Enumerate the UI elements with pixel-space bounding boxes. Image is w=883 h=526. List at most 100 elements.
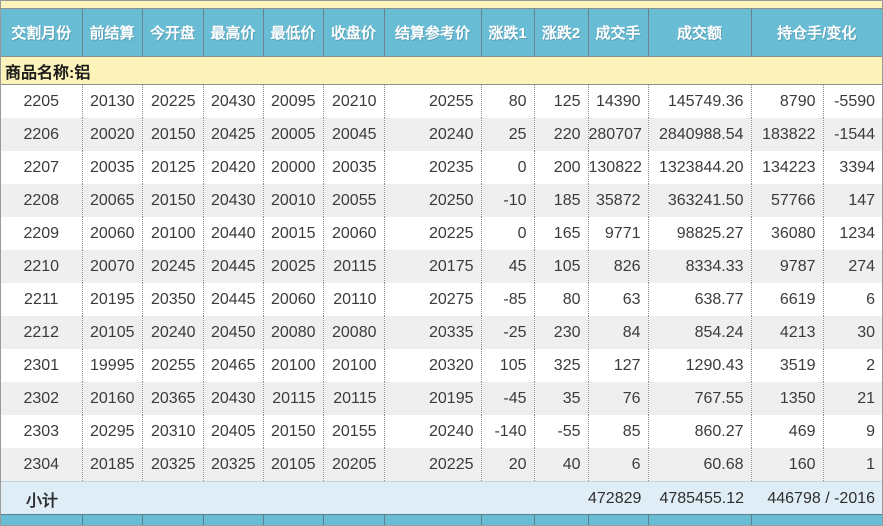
cell-change1: -85 bbox=[480, 283, 534, 316]
cell-high: 20325 bbox=[202, 448, 263, 482]
table-row: 2212 20105 20240 20450 20080 20080 20335 -25 230… bbox=[1, 316, 882, 349]
cell-delivery-month: 2206 bbox=[23, 125, 60, 143]
cell-change2: 35 bbox=[533, 382, 588, 415]
cell-delivery-month: 2209 bbox=[23, 224, 60, 242]
cell-open: 20100 bbox=[141, 217, 203, 250]
cell-turnover: 2840988.54 bbox=[647, 118, 751, 151]
cell-volume: 280707 bbox=[587, 118, 648, 151]
cell-change2: 185 bbox=[533, 184, 588, 217]
cell-delivery-month: 2211 bbox=[24, 290, 59, 308]
cell-open-interest: 36080 bbox=[750, 217, 823, 250]
cell-high: 20450 bbox=[202, 316, 263, 349]
cell-high: 20430 bbox=[202, 382, 263, 415]
commodity-name-label: 商品名称:铝 bbox=[1, 56, 882, 85]
cell-high: 20425 bbox=[202, 118, 263, 151]
cell-prev-settlement: 19995 bbox=[81, 349, 142, 382]
cell-open: 20255 bbox=[141, 349, 203, 382]
table-row: 2303 20295 20310 20405 20150 20155 20240 -140 -5… bbox=[1, 415, 882, 448]
cell-volume: 84 bbox=[587, 316, 648, 349]
cell-open-interest: 9787 bbox=[750, 250, 823, 283]
cell-low: 20015 bbox=[262, 217, 323, 250]
cell-low: 20095 bbox=[262, 84, 323, 118]
cell-volume: 76 bbox=[587, 382, 648, 415]
cell-settlement-ref: 20225 bbox=[383, 448, 481, 482]
cell-prev-settlement: 20060 bbox=[81, 217, 142, 250]
col-header-settlement-ref: 结算参考价 bbox=[383, 9, 481, 57]
cell-oi-change: 147 bbox=[822, 184, 882, 217]
cell-oi-change: 30 bbox=[822, 316, 882, 349]
cell-settlement-ref: 20235 bbox=[383, 151, 481, 184]
cell-low: 20005 bbox=[262, 118, 323, 151]
subtotal-volume: 472829 bbox=[588, 481, 648, 516]
cell-settlement-ref: 20225 bbox=[383, 217, 481, 250]
cell-close: 20035 bbox=[322, 151, 384, 184]
col-header-open: 今开盘 bbox=[141, 9, 203, 57]
col-header-close: 收盘价 bbox=[322, 9, 384, 57]
cell-oi-change: -1544 bbox=[822, 118, 882, 151]
cell-settlement-ref: 20320 bbox=[383, 349, 481, 382]
cell-turnover: 363241.50 bbox=[647, 184, 751, 217]
cell-close: 20115 bbox=[322, 250, 384, 283]
cell-volume: 127 bbox=[587, 349, 648, 382]
cell-prev-settlement: 20020 bbox=[81, 118, 142, 151]
cell-open-interest: 469 bbox=[750, 415, 823, 448]
cell-turnover: 8334.33 bbox=[647, 250, 751, 283]
cell-prev-settlement: 20065 bbox=[81, 184, 142, 217]
cell-close: 20115 bbox=[322, 382, 384, 415]
cell-high: 20430 bbox=[202, 184, 263, 217]
cell-prev-settlement: 20295 bbox=[81, 415, 142, 448]
cell-volume: 35872 bbox=[587, 184, 648, 217]
cell-close: 20045 bbox=[322, 118, 384, 151]
cell-delivery-month: 2210 bbox=[23, 257, 60, 275]
cell-high: 20430 bbox=[202, 84, 263, 118]
header-row: 交割月份 前结算 今开盘 最高价 最低价 收盘价 结算参考价 涨跌1 涨跌2 成… bbox=[1, 9, 882, 57]
cell-change1: 105 bbox=[480, 349, 534, 382]
cell-oi-change: 2 bbox=[822, 349, 882, 382]
table-row: 2211 20195 20350 20445 20060 20110 20275 -85 80 6… bbox=[1, 283, 882, 316]
cell-change1: 80 bbox=[480, 84, 534, 118]
col-header-volume: 成交手 bbox=[587, 9, 648, 57]
cell-change2: 165 bbox=[533, 217, 588, 250]
cell-oi-change: -5590 bbox=[822, 84, 882, 118]
cell-delivery-month: 2207 bbox=[23, 158, 60, 176]
table-row: 2302 20160 20365 20430 20115 20115 20195 -45 35 7… bbox=[1, 382, 882, 415]
cell-delivery-month: 2301 bbox=[23, 356, 60, 374]
cell-open-interest: 1350 bbox=[750, 382, 823, 415]
bottom-strip bbox=[1, 514, 882, 525]
cell-open: 20150 bbox=[141, 184, 203, 217]
cell-high: 20445 bbox=[202, 283, 263, 316]
cell-low: 20150 bbox=[262, 415, 323, 448]
subtotal-label: 小计 bbox=[1, 481, 588, 516]
col-header-turnover: 成交额 bbox=[647, 9, 751, 57]
cell-settlement-ref: 20250 bbox=[383, 184, 481, 217]
cell-settlement-ref: 20255 bbox=[383, 84, 481, 118]
table-row: 2205 20130 20225 20430 20095 20210 20255 80 125 1… bbox=[1, 84, 882, 118]
commodity-band-row: 商品名称:铝 bbox=[1, 56, 882, 85]
cell-oi-change: 1234 bbox=[822, 217, 882, 250]
cell-low: 20025 bbox=[262, 250, 323, 283]
cell-open: 20325 bbox=[141, 448, 203, 482]
cell-open-interest: 57766 bbox=[750, 184, 823, 217]
cell-close: 20155 bbox=[322, 415, 384, 448]
cell-prev-settlement: 20195 bbox=[81, 283, 142, 316]
cell-volume: 63 bbox=[587, 283, 648, 316]
cell-oi-change: 21 bbox=[822, 382, 882, 415]
cell-prev-settlement: 20070 bbox=[81, 250, 142, 283]
top-strip bbox=[1, 1, 882, 9]
col-header-prev-settlement: 前结算 bbox=[81, 9, 142, 57]
cell-change1: 0 bbox=[480, 151, 534, 184]
futures-quotes-table: 交割月份 前结算 今开盘 最高价 最低价 收盘价 结算参考价 涨跌1 涨跌2 成… bbox=[1, 9, 882, 516]
cell-high: 20445 bbox=[202, 250, 263, 283]
cell-close: 20205 bbox=[322, 448, 384, 482]
cell-change2: 325 bbox=[533, 349, 588, 382]
cell-high: 20465 bbox=[202, 349, 263, 382]
cell-oi-change: 3394 bbox=[822, 151, 882, 184]
cell-open-interest: 6619 bbox=[750, 283, 823, 316]
cell-delivery-month: 2212 bbox=[23, 323, 60, 341]
cell-volume: 85 bbox=[587, 415, 648, 448]
cell-change1: 0 bbox=[480, 217, 534, 250]
cell-open-interest: 3519 bbox=[750, 349, 823, 382]
subtotal-row: 小计 472829 4785455.12 446798 / -2016 bbox=[1, 481, 882, 516]
cell-prev-settlement: 20130 bbox=[81, 84, 142, 118]
cell-high: 20420 bbox=[202, 151, 263, 184]
